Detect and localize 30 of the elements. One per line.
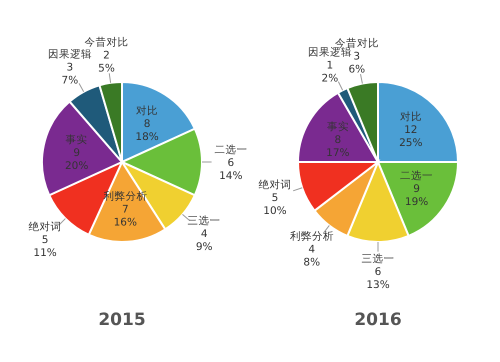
- slice-label: 二选一: [400, 168, 434, 182]
- slice-label: 对比: [136, 104, 158, 117]
- data-label: 5 10%: [263, 192, 287, 217]
- slice-label: 因果逻辑: [48, 48, 92, 61]
- data-label: 6 14%: [219, 157, 242, 182]
- slice-label: 三选一: [362, 252, 394, 265]
- slice-label: 对比: [400, 110, 422, 124]
- data-label: 4 9%: [196, 228, 213, 254]
- slice-label: 利弊分析: [290, 229, 334, 242]
- data-label: 8 18%: [135, 118, 159, 143]
- text: 2015: [98, 310, 146, 330]
- slice-label: 今昔对比: [84, 35, 129, 48]
- slice-label: 二选一: [214, 143, 248, 156]
- data-label: 9 19%: [404, 182, 428, 208]
- text: 2016: [354, 310, 402, 330]
- slice-label: 事实: [326, 120, 349, 133]
- data-label: 7 16%: [114, 203, 137, 228]
- data-label: 12 25%: [399, 124, 422, 150]
- data-label: 9 20%: [64, 147, 88, 172]
- data-label: 6 13%: [366, 266, 390, 291]
- data-label: 4 8%: [303, 243, 320, 268]
- slice-label: 三选一: [188, 214, 221, 228]
- data-label: 2 5%: [98, 49, 115, 74]
- slice-label: 事实: [66, 133, 88, 146]
- data-label: 3 7%: [62, 62, 78, 87]
- data-label: 8 17%: [326, 134, 350, 159]
- slice-label: 绝对词: [28, 220, 62, 233]
- data-label: 5 11%: [33, 234, 57, 259]
- slice-label: 绝对词: [258, 178, 292, 191]
- data-label: 1 2%: [322, 59, 338, 84]
